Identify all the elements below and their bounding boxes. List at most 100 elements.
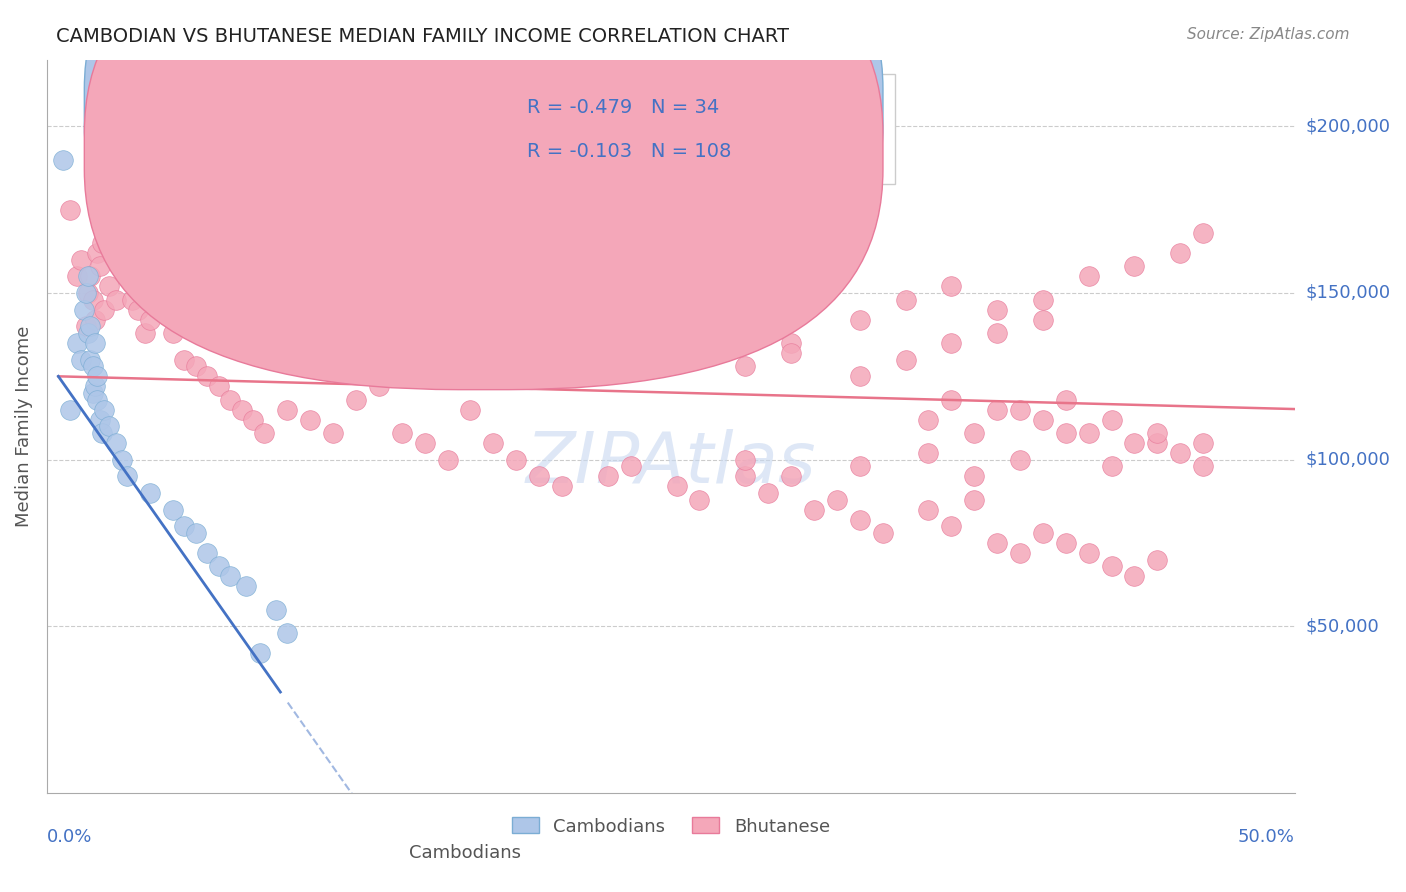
Text: R = -0.479   N = 34: R = -0.479 N = 34 — [527, 98, 720, 117]
Text: R = -0.103   N = 108: R = -0.103 N = 108 — [527, 142, 731, 161]
Bhutanese — [1101, 459, 1123, 474]
Bhutanese — [207, 379, 229, 393]
Bhutanese — [734, 359, 756, 374]
Bhutanese — [1123, 436, 1146, 450]
Cambodians — [72, 302, 94, 317]
Bhutanese — [941, 392, 963, 407]
Bhutanese — [596, 469, 619, 483]
Bhutanese — [482, 436, 505, 450]
Bhutanese — [527, 469, 550, 483]
Bhutanese — [219, 392, 242, 407]
Text: $150,000: $150,000 — [1306, 284, 1391, 302]
Bhutanese — [1054, 425, 1077, 440]
Bhutanese — [1077, 546, 1099, 560]
Bhutanese — [1032, 312, 1054, 326]
Bhutanese — [70, 252, 93, 267]
Bhutanese — [1146, 436, 1168, 450]
Cambodians — [89, 412, 111, 426]
Cambodians — [264, 603, 287, 617]
Legend: Cambodians, Bhutanese: Cambodians, Bhutanese — [505, 810, 837, 843]
Bhutanese — [1032, 412, 1054, 426]
Bhutanese — [825, 492, 848, 507]
Cambodians — [70, 352, 93, 367]
Cambodians — [66, 336, 89, 351]
Cambodians — [79, 319, 101, 334]
Bhutanese — [231, 402, 253, 417]
Bhutanese — [894, 352, 917, 367]
Bhutanese — [986, 302, 1008, 317]
Bhutanese — [79, 269, 101, 284]
Bhutanese — [780, 469, 803, 483]
Bhutanese — [150, 293, 173, 307]
Bhutanese — [86, 246, 108, 260]
Bhutanese — [299, 412, 322, 426]
Cambodians — [59, 402, 82, 417]
Cambodians — [195, 546, 218, 560]
Bhutanese — [986, 402, 1008, 417]
Bhutanese — [963, 469, 986, 483]
Bhutanese — [756, 486, 779, 500]
Bhutanese — [1077, 425, 1099, 440]
Cambodians — [90, 425, 112, 440]
Bhutanese — [688, 319, 710, 334]
Bhutanese — [917, 502, 939, 516]
Cambodians — [235, 579, 257, 593]
FancyBboxPatch shape — [84, 0, 883, 346]
Bhutanese — [97, 279, 120, 293]
Bhutanese — [367, 379, 389, 393]
Cambodians — [173, 519, 195, 533]
Cambodians — [93, 402, 115, 417]
Bhutanese — [1146, 552, 1168, 566]
Bhutanese — [253, 425, 276, 440]
Cambodians — [84, 336, 107, 351]
Bhutanese — [917, 446, 939, 460]
Bhutanese — [322, 425, 344, 440]
Bhutanese — [1077, 269, 1099, 284]
Cambodians — [139, 486, 162, 500]
Cambodians — [249, 646, 271, 660]
Bhutanese — [780, 336, 803, 351]
FancyBboxPatch shape — [433, 74, 896, 185]
Cambodians — [86, 392, 108, 407]
Bhutanese — [894, 293, 917, 307]
Bhutanese — [963, 492, 986, 507]
Bhutanese — [276, 402, 298, 417]
Bhutanese — [665, 479, 688, 493]
Text: CAMBODIAN VS BHUTANESE MEDIAN FAMILY INCOME CORRELATION CHART: CAMBODIAN VS BHUTANESE MEDIAN FAMILY INC… — [56, 27, 789, 45]
Text: $50,000: $50,000 — [1306, 617, 1379, 635]
Cambodians — [82, 359, 104, 374]
Bhutanese — [111, 226, 134, 240]
Bhutanese — [115, 260, 138, 274]
Bhutanese — [143, 279, 166, 293]
Bhutanese — [1032, 526, 1054, 541]
Text: $100,000: $100,000 — [1306, 450, 1391, 468]
Cambodians — [79, 352, 101, 367]
Bhutanese — [121, 293, 143, 307]
Bhutanese — [551, 479, 574, 493]
Bhutanese — [986, 536, 1008, 550]
Bhutanese — [1168, 246, 1191, 260]
Bhutanese — [803, 502, 825, 516]
Bhutanese — [848, 369, 870, 384]
Bhutanese — [620, 459, 643, 474]
Bhutanese — [344, 392, 367, 407]
Bhutanese — [963, 425, 986, 440]
Bhutanese — [162, 326, 184, 340]
Cambodians — [77, 269, 100, 284]
Bhutanese — [436, 452, 458, 467]
Bhutanese — [941, 519, 963, 533]
Cambodians — [104, 436, 127, 450]
Cambodians — [111, 452, 134, 467]
Bhutanese — [688, 492, 710, 507]
Bhutanese — [1008, 452, 1031, 467]
Cambodians — [97, 419, 120, 434]
Bhutanese — [242, 412, 264, 426]
Bhutanese — [780, 346, 803, 360]
Bhutanese — [1054, 392, 1077, 407]
Bhutanese — [59, 202, 82, 217]
Cambodians — [207, 559, 229, 574]
Bhutanese — [90, 235, 112, 250]
Bhutanese — [1101, 412, 1123, 426]
Bhutanese — [139, 312, 162, 326]
Cambodians — [162, 502, 184, 516]
